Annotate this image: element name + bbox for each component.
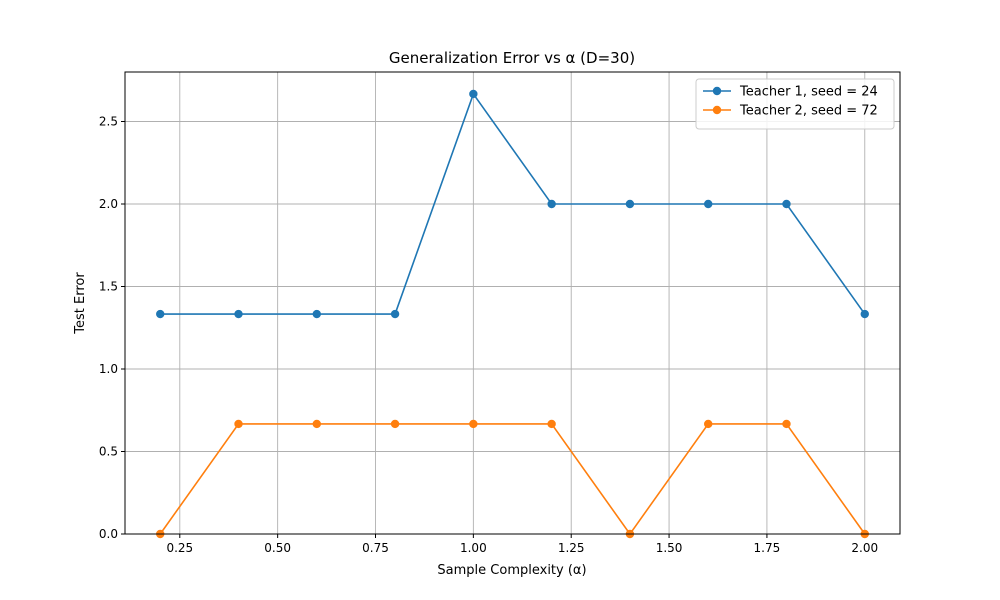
y-axis-label: Test Error [73,272,88,335]
grid-lines [125,72,900,535]
data-point [547,199,556,209]
y-tick-label: 1.0 [99,362,118,376]
y-tick-label: 1.5 [99,280,118,294]
x-axis-ticks: 0.25 0.50 0.75 1.00 1.25 1.50 1.75 2.00 [166,534,878,555]
data-point [782,419,791,429]
series-group [156,89,869,539]
y-tick-label: 0.5 [99,445,118,459]
series-line [160,92,866,315]
series-line [159,423,866,536]
data-point [156,309,165,319]
data-point [469,89,478,99]
x-tick-label: 1.50 [656,541,683,555]
series-1 [156,89,869,319]
data-point [782,199,791,209]
legend-box [695,78,895,130]
data-point [390,309,400,319]
data-point [390,419,400,429]
legend-marker [712,105,722,115]
y-axis-ticks: 0.0 0.5 1.0 1.5 2.0 2.5 [99,115,125,541]
x-tick-label: 0.75 [362,541,389,555]
x-tick-label: 1.75 [754,541,781,555]
data-point [547,419,556,429]
legend-marker [712,86,722,96]
legend-label: Teacher 1, seed = 24 [739,85,878,100]
y-tick-label: 2.0 [99,197,118,211]
plot-frame [124,71,901,535]
data-point [234,419,243,429]
data-point [312,309,321,319]
chart-title: Generalization Error vs α (D=30) [389,49,635,67]
legend-label: Teacher 2, seed = 72 [739,104,878,119]
data-point [469,419,478,429]
data-point [860,309,869,319]
y-tick-label: 0.0 [99,527,118,541]
x-tick-label: 1.25 [558,541,585,555]
data-point [312,419,321,429]
data-point [704,419,713,429]
data-point [704,199,713,209]
x-tick-label: 0.25 [166,541,193,555]
x-axis-label: Sample Complexity (α) [437,563,586,578]
legend-item: Teacher 2, seed = 72 [703,104,878,119]
x-tick-label: 2.00 [851,541,878,555]
data-point [234,309,243,319]
x-tick-label: 0.50 [264,541,291,555]
data-point [625,199,635,209]
y-tick-label: 2.5 [99,115,118,129]
x-tick-label: 1.00 [460,541,487,555]
legend: Teacher 1, seed = 24 Teacher 2, seed = 72 [695,78,895,130]
series-2 [156,419,869,539]
legend-item: Teacher 1, seed = 24 [703,85,878,100]
